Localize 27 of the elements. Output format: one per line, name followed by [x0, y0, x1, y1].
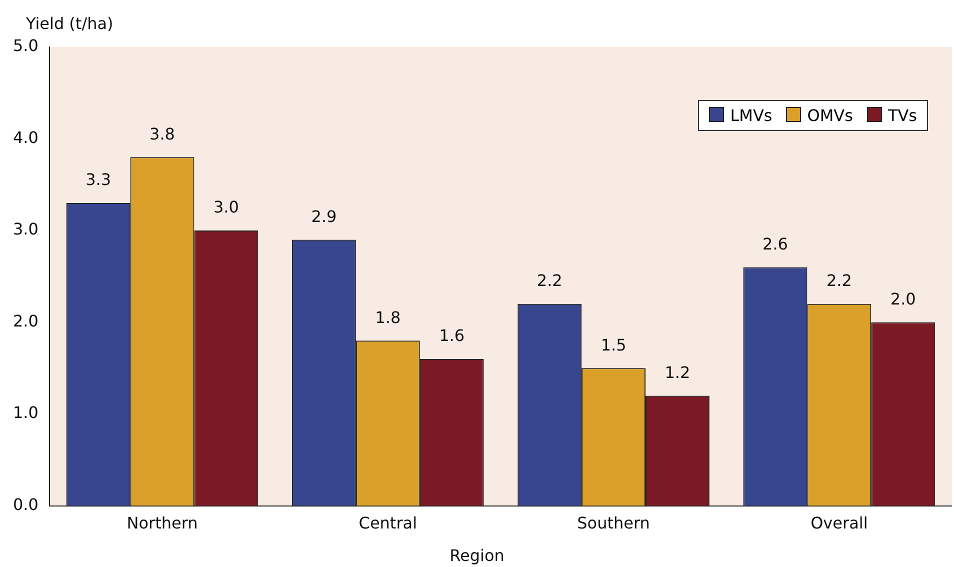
data-label: 3.8 — [150, 124, 175, 144]
data-label: 1.6 — [439, 326, 465, 346]
data-label: 3.0 — [213, 198, 239, 217]
data-label: 1.5 — [600, 335, 626, 354]
y-tick-label: 1.0 — [12, 403, 38, 422]
data-label: 2.0 — [890, 289, 916, 308]
legend-label: TVs — [886, 106, 917, 125]
x-tick-label: Overall — [810, 514, 868, 533]
y-tick-label: 4.0 — [12, 128, 38, 147]
x-tick-label: Central — [358, 514, 418, 533]
y-tick-label: 3.0 — [12, 220, 38, 239]
x-axis-title: Region — [448, 546, 506, 565]
x-tick-label: Northern — [126, 514, 198, 533]
y-axis-title: Yield (t/ha) — [26, 14, 114, 33]
data-label: 3.3 — [86, 170, 112, 190]
x-tick-label: Southern — [577, 514, 650, 533]
data-label: 2.6 — [762, 234, 788, 254]
data-label: 1.8 — [375, 308, 401, 327]
legend-label: LMVs — [729, 106, 772, 125]
y-tick-label: 0.0 — [12, 494, 38, 514]
data-label: 2.2 — [536, 271, 562, 290]
y-tick-label: 2.0 — [12, 311, 38, 330]
data-label: 1.2 — [664, 362, 690, 382]
legend-label: OMVs — [806, 106, 853, 125]
y-tick-label: 5.0 — [12, 36, 38, 56]
data-label: 2.9 — [311, 206, 337, 226]
data-label: 2.2 — [826, 271, 852, 290]
